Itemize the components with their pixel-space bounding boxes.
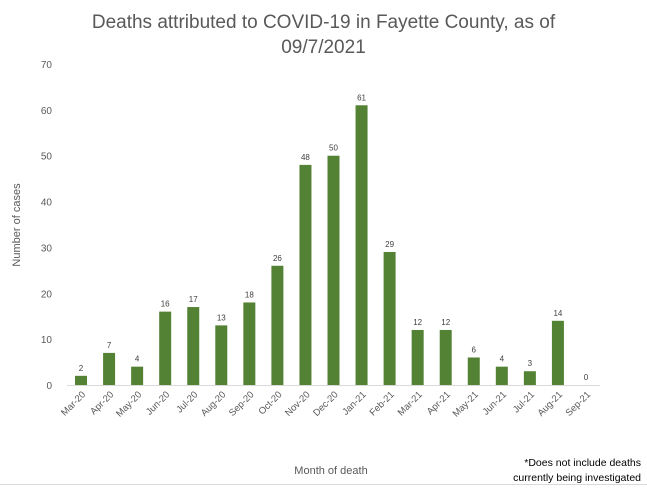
y-tick-label: 40 [41,198,53,209]
bar [75,375,88,385]
x-tick-label: Aug-20 [199,389,228,418]
x-tick-label: Sep-20 [227,389,256,418]
x-tick-label: Dec-20 [311,389,340,418]
bar [355,105,368,386]
x-tick-label: May-21 [451,389,481,419]
bar [131,366,144,385]
x-tick-label: Feb-21 [368,389,397,418]
bar [439,329,452,385]
y-tick-label: 10 [41,335,53,346]
data-label: 2 [79,364,84,373]
x-tick-label: Mar-21 [396,389,425,418]
bottom-divider [0,484,647,485]
y-tick-label: 0 [46,381,52,392]
data-label: 16 [161,300,170,309]
bar [103,352,116,385]
x-tick-label: Jul-21 [511,389,537,415]
y-tick-label: 60 [41,106,53,117]
y-tick-label: 20 [41,289,53,300]
x-tick-label: Oct-20 [257,389,285,417]
data-label: 0 [584,373,589,382]
bar [523,371,536,385]
bar [467,357,480,385]
y-tick-label: 70 [41,60,53,71]
x-tick-label: Jan-21 [340,389,368,417]
data-label: 48 [301,153,310,162]
bar [159,311,172,385]
data-label: 14 [553,309,562,318]
bar [411,329,424,385]
data-label: 12 [441,318,450,327]
bar [327,155,340,385]
y-tick-label: 30 [41,243,53,254]
bars [75,105,564,386]
chart-title: Deaths attributed to COVID-19 in Fayette… [0,10,647,60]
bar [271,265,284,385]
data-label: 50 [329,144,338,153]
bar [215,325,228,385]
data-label: 6 [472,345,477,354]
x-tick-label: Mar-20 [59,389,88,418]
bar [383,252,396,385]
footnote-line-2: currently being investigated [513,472,641,484]
footnote: *Does not include deaths currently being… [513,456,641,486]
x-tick-label: Jun-21 [481,389,509,417]
data-label: 13 [217,313,226,322]
data-label: 29 [385,240,394,249]
x-tick-label: Nov-20 [283,389,312,418]
bar [299,164,312,385]
data-label: 7 [107,341,112,350]
bar [187,307,200,385]
chart-title-line-2: 09/7/2021 [281,37,366,58]
data-label: 3 [528,359,533,368]
x-tick-label: Apr-21 [425,389,453,417]
y-axis-label: Number of cases [11,183,23,267]
bar [495,366,508,385]
data-label: 4 [500,355,505,364]
x-tick-label: Apr-20 [88,389,116,417]
data-label: 4 [135,355,140,364]
data-label: 26 [273,254,282,263]
x-tick-label: Sep-21 [564,389,593,418]
data-label: 17 [189,295,198,304]
chart-title-line-1: Deaths attributed to COVID-19 in Fayette… [91,12,556,33]
data-label: 18 [245,290,254,299]
x-axis-label: Month of death [294,465,368,477]
data-label: 61 [357,93,366,102]
data-label: 12 [413,318,422,327]
bar [243,302,256,385]
bar [551,320,564,385]
footnote-line-1: *Does not include deaths [524,457,641,469]
y-tick-label: 50 [41,152,53,163]
data-labels: 2 7 4 16 17 13 18 26 48 50 61 29 12 12 6 4 3 14 0 [79,93,589,382]
x-tick-label: Jun-20 [144,389,172,417]
x-tick-label: Jul-20 [174,389,200,415]
y-axis-ticks: 0 10 20 30 40 50 60 70 [41,60,53,392]
x-tick-label: May-20 [114,389,144,419]
x-tick-label: Aug-21 [536,389,565,418]
